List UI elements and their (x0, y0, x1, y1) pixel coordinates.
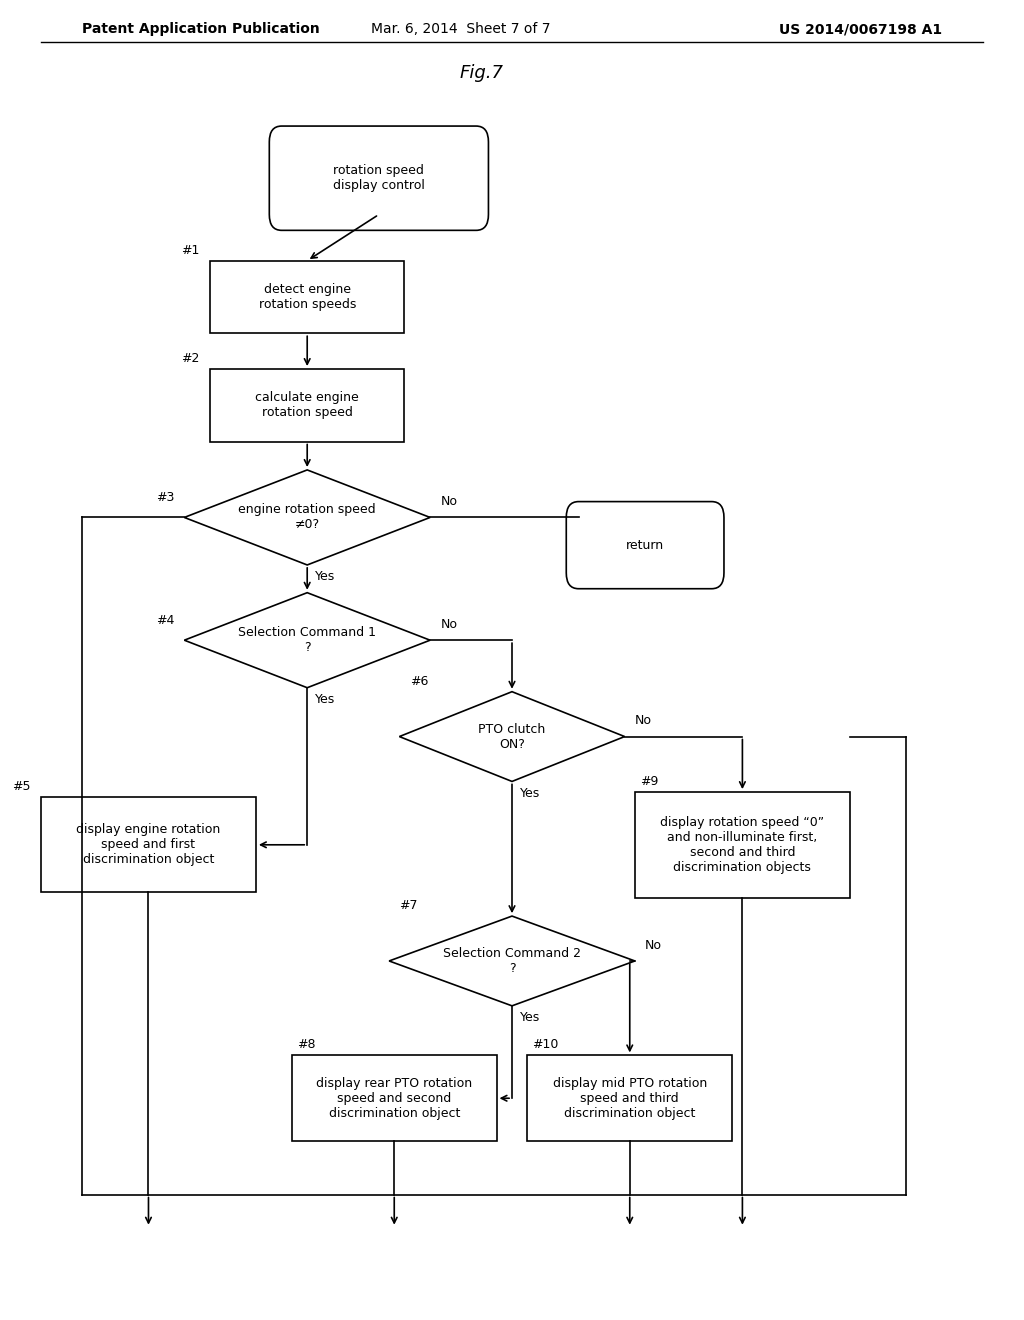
Text: #10: #10 (532, 1039, 559, 1051)
Text: #6: #6 (410, 675, 428, 688)
Text: Mar. 6, 2014  Sheet 7 of 7: Mar. 6, 2014 Sheet 7 of 7 (371, 22, 551, 36)
Text: Yes: Yes (520, 1011, 541, 1024)
Text: No: No (635, 714, 652, 727)
Text: display rotation speed “0”
and non-illuminate first,
second and third
discrimina: display rotation speed “0” and non-illum… (660, 816, 824, 874)
FancyBboxPatch shape (566, 502, 724, 589)
Text: PTO clutch
ON?: PTO clutch ON? (478, 722, 546, 751)
Text: #5: #5 (12, 780, 31, 793)
Bar (635, 792, 850, 898)
Text: return: return (626, 539, 665, 552)
Text: No: No (440, 495, 458, 508)
Text: Yes: Yes (520, 787, 541, 800)
Text: #8: #8 (297, 1039, 315, 1051)
Text: Yes: Yes (315, 570, 336, 583)
Text: Fig.7: Fig.7 (460, 63, 503, 82)
Text: detect engine
rotation speeds: detect engine rotation speeds (258, 282, 356, 312)
Text: #1: #1 (181, 244, 200, 256)
Polygon shape (184, 593, 430, 688)
Bar (527, 1056, 732, 1140)
Bar (210, 370, 404, 441)
Text: #4: #4 (156, 614, 174, 627)
Text: US 2014/0067198 A1: US 2014/0067198 A1 (779, 22, 942, 36)
Polygon shape (389, 916, 635, 1006)
Text: No: No (645, 939, 663, 952)
Text: Yes: Yes (315, 693, 336, 706)
Polygon shape (399, 692, 625, 781)
Text: display engine rotation
speed and first
discrimination object: display engine rotation speed and first … (77, 824, 220, 866)
Text: Selection Command 2
?: Selection Command 2 ? (443, 946, 581, 975)
Bar (210, 260, 404, 333)
Text: engine rotation speed
≠0?: engine rotation speed ≠0? (239, 503, 376, 532)
Text: #9: #9 (640, 775, 658, 788)
Text: display rear PTO rotation
speed and second
discrimination object: display rear PTO rotation speed and seco… (316, 1077, 472, 1119)
FancyBboxPatch shape (269, 125, 488, 230)
Text: #2: #2 (181, 352, 200, 366)
Polygon shape (184, 470, 430, 565)
Text: #3: #3 (156, 491, 174, 504)
Text: calculate engine
rotation speed: calculate engine rotation speed (255, 391, 359, 420)
Text: Selection Command 1
?: Selection Command 1 ? (239, 626, 376, 655)
Text: rotation speed
display control: rotation speed display control (333, 164, 425, 193)
Text: #7: #7 (399, 899, 418, 912)
Text: Patent Application Publication: Patent Application Publication (82, 22, 319, 36)
Bar (41, 797, 256, 892)
Text: No: No (440, 618, 458, 631)
Bar (292, 1056, 497, 1140)
Text: display mid PTO rotation
speed and third
discrimination object: display mid PTO rotation speed and third… (553, 1077, 707, 1119)
